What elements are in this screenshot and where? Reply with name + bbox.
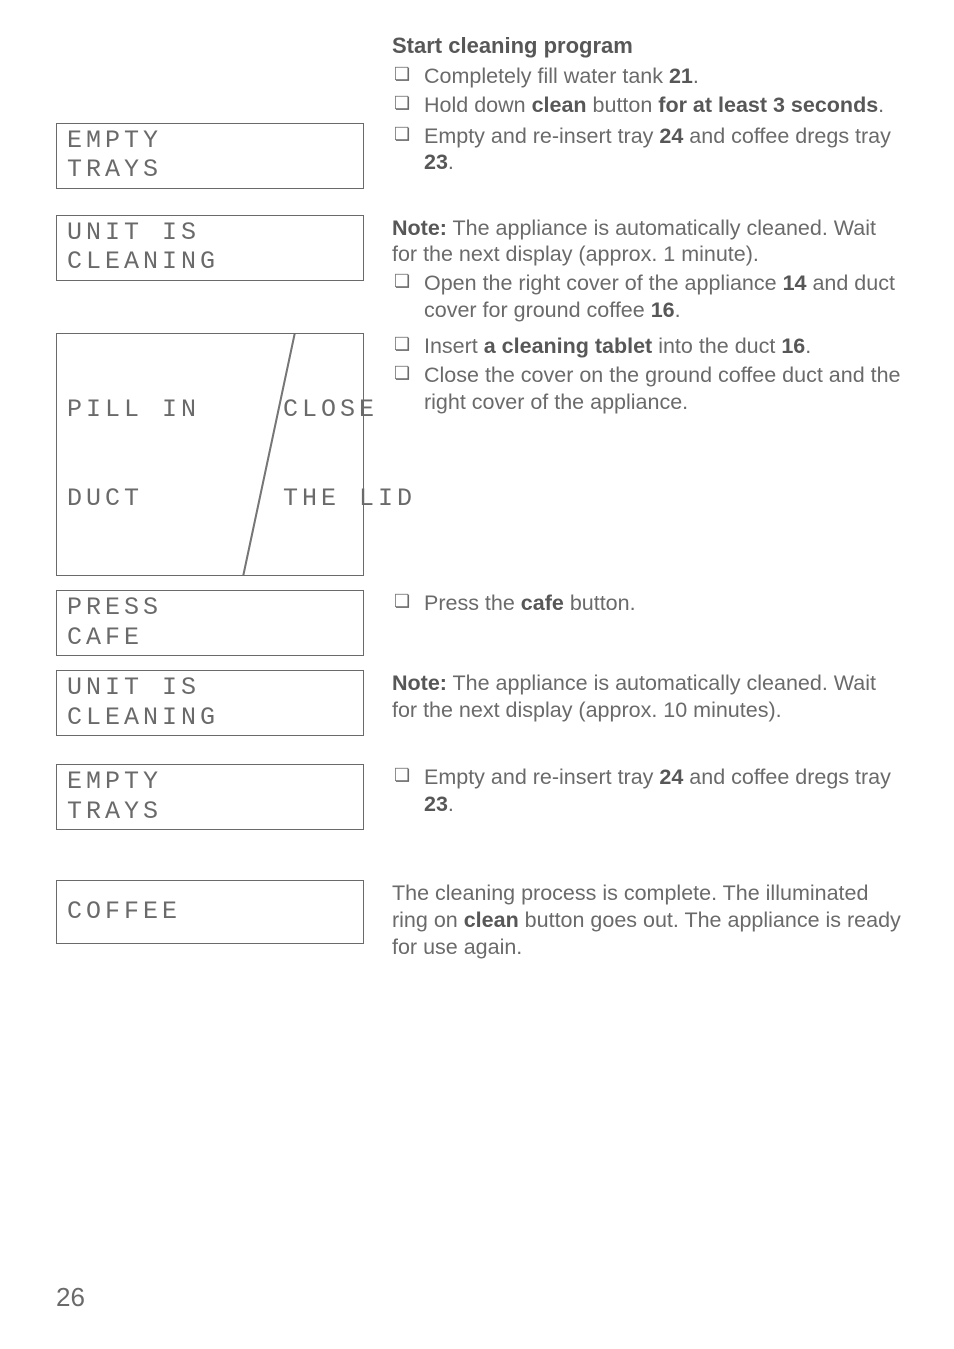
steps-block-4: Empty and re-insert tray 24 and coffee d…	[392, 764, 902, 817]
lcd-line: CLEANING	[67, 247, 353, 277]
step: Press the cafe button.	[392, 590, 902, 617]
steps-block-2b: Insert a cleaning tablet into the duct 1…	[392, 333, 902, 415]
lcd-line: EMPTY	[67, 767, 353, 797]
page-number: 26	[56, 1282, 85, 1313]
step: Insert a cleaning tablet into the duct 1…	[392, 333, 902, 360]
steps-block-1: Completely fill water tank 21. Hold down…	[392, 63, 902, 118]
steps-block-2c: Press the cafe button.	[392, 590, 902, 617]
lcd-line: PILL IN	[67, 395, 257, 425]
lcd-line: CAFE	[67, 623, 353, 653]
note-paragraph: Note: The appliance is automatically cle…	[392, 215, 902, 268]
step: Empty and re-insert tray 24 and coffee d…	[392, 764, 902, 817]
lcd-line: COFFEE	[67, 897, 353, 927]
lcd-display: PRESS CAFE	[56, 590, 364, 656]
left-column	[56, 32, 364, 121]
lcd-line: TRAYS	[67, 155, 353, 185]
lcd-line: UNIT IS	[67, 673, 353, 703]
lcd-line: EMPTY	[67, 126, 353, 156]
step: Open the right cover of the appliance 14…	[392, 270, 902, 323]
final-paragraph: The cleaning process is complete. The il…	[392, 880, 902, 960]
lcd-display-split: PILL IN DUCT CLOSE THE LID	[56, 333, 364, 576]
steps-block-1b: Empty and re-insert tray 24 and coffee d…	[392, 123, 902, 176]
section-heading: Start cleaning program	[392, 32, 902, 59]
step: Hold down clean button for at least 3 se…	[392, 92, 902, 119]
step: Completely fill water tank 21.	[392, 63, 902, 90]
lcd-display: COFFEE	[56, 880, 364, 944]
lcd-display: EMPTY TRAYS	[56, 123, 364, 189]
lcd-line: UNIT IS	[67, 218, 353, 248]
step: Empty and re-insert tray 24 and coffee d…	[392, 123, 902, 176]
lcd-line: DUCT	[67, 484, 257, 514]
lcd-display: EMPTY TRAYS	[56, 764, 364, 830]
lcd-line: PRESS	[67, 593, 353, 623]
steps-block-2a: Open the right cover of the appliance 14…	[392, 270, 902, 323]
step: Close the cover on the ground coffee duc…	[392, 362, 902, 415]
lcd-display: UNIT IS CLEANING	[56, 670, 364, 736]
lcd-display: UNIT IS CLEANING	[56, 215, 364, 281]
note-paragraph: Note: The appliance is automatically cle…	[392, 670, 902, 723]
lcd-line: TRAYS	[67, 797, 353, 827]
lcd-line: CLEANING	[67, 703, 353, 733]
